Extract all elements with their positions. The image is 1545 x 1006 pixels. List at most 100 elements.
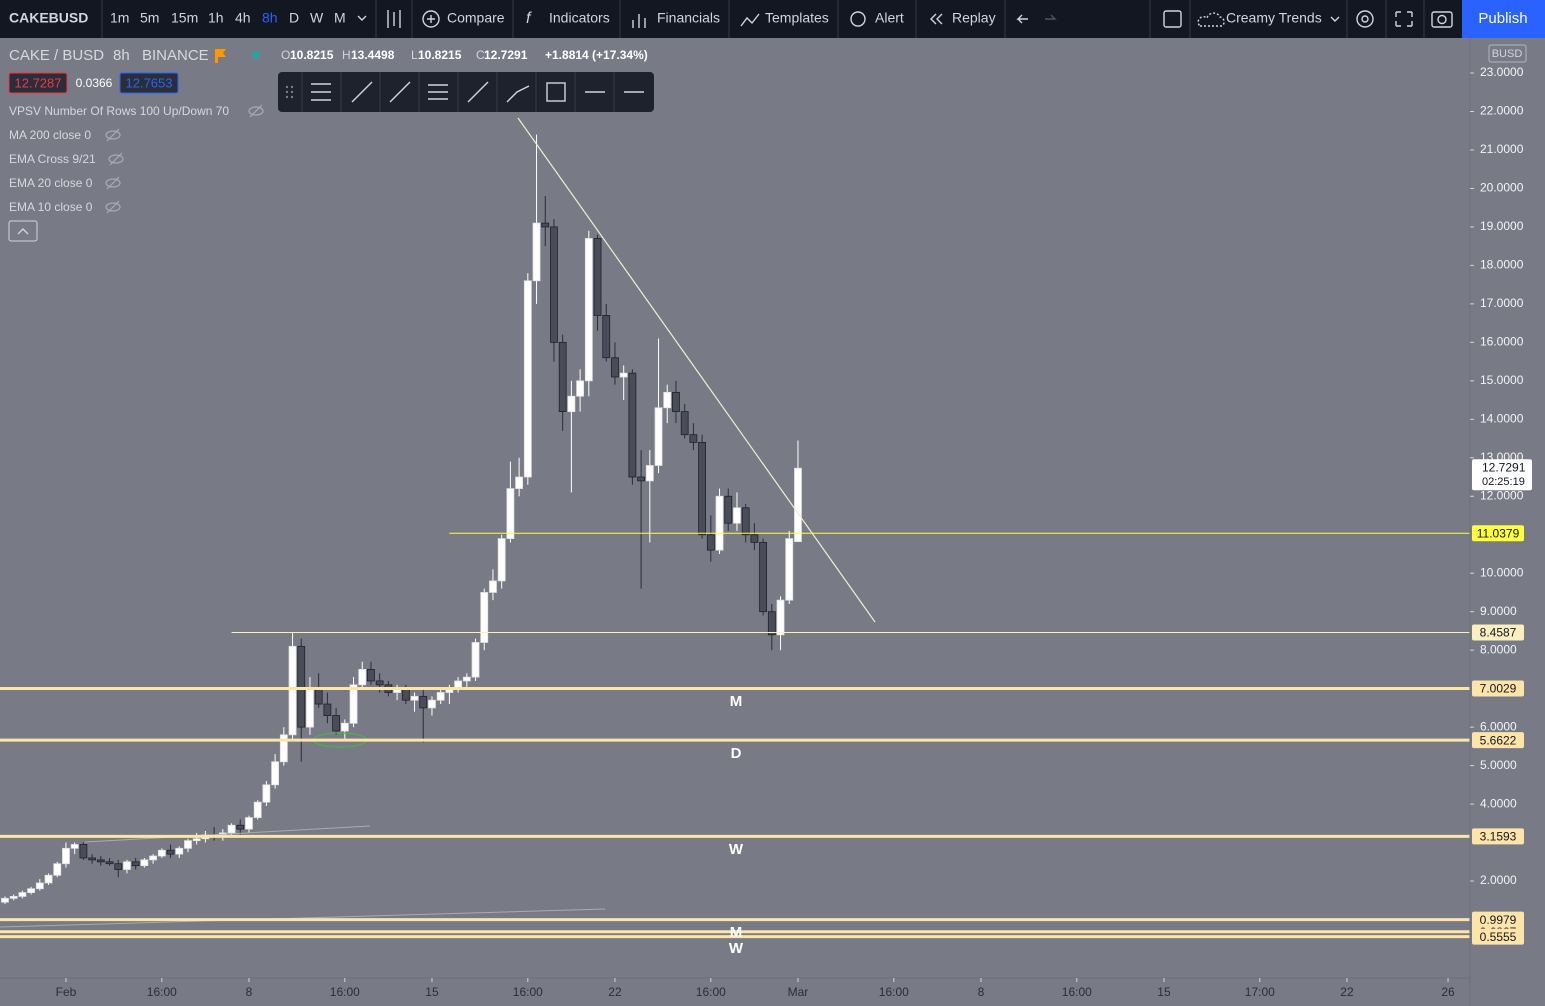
tool-icon[interactable] — [389, 81, 411, 103]
toolbar-button[interactable]: Alert — [875, 10, 904, 26]
settings[interactable] — [1356, 10, 1374, 28]
indicator[interactable]: MA 200 close 0 — [9, 128, 91, 142]
y-tick-label: 12.0000 — [1480, 488, 1524, 502]
candle-body — [175, 847, 184, 855]
financials-icon[interactable] — [632, 14, 646, 28]
collapse-button[interactable] — [8, 220, 38, 242]
collapse-icon — [17, 228, 29, 235]
x-tick-label: 16:00 — [879, 985, 909, 999]
interval-dropdown[interactable] — [357, 15, 367, 21]
y-tick-label: 20.0000 — [1480, 181, 1524, 195]
tool-icon[interactable] — [351, 81, 373, 103]
candle-body — [53, 863, 62, 876]
indicator[interactable]: EMA 10 close 0 — [9, 200, 93, 214]
candle-body — [410, 695, 419, 701]
interval[interactable]: 15m — [171, 10, 198, 26]
toolbar-bg — [0, 0, 1545, 38]
drawing-toolbar — [278, 72, 654, 112]
alert-icon[interactable] — [850, 11, 866, 27]
countdown: 02:25:19 — [1482, 476, 1525, 488]
redo[interactable] — [1045, 14, 1057, 20]
y-tick-label: 14.0000 — [1480, 411, 1524, 425]
trend-line[interactable] — [517, 117, 876, 623]
ask[interactable]: 12.7653 — [126, 75, 173, 90]
interval[interactable]: 1m — [110, 10, 129, 26]
candle-body — [645, 465, 654, 482]
interval[interactable]: 4h — [235, 10, 251, 26]
candle-body — [689, 434, 698, 443]
legend-symbol[interactable]: CAKE / BUSD — [9, 47, 104, 64]
candle-body — [663, 391, 672, 409]
candle-body — [149, 855, 158, 861]
layout-icon[interactable] — [1163, 10, 1182, 28]
publish-label[interactable]: Publish — [1478, 10, 1527, 27]
candle-body — [114, 863, 123, 870]
x-tick-label: 8 — [978, 985, 985, 999]
indicator[interactable]: EMA 20 close 0 — [9, 176, 93, 190]
candle-body — [523, 280, 532, 478]
ohlc-key: H — [342, 48, 351, 62]
publish-button[interactable] — [1462, 0, 1545, 38]
toolbar-button[interactable]: Compare — [447, 10, 505, 26]
toolbar-button[interactable]: Indicators — [549, 10, 610, 26]
layout-dropdown[interactable] — [1330, 16, 1340, 22]
candle-body — [332, 715, 341, 732]
candle-body — [541, 222, 550, 228]
fullscreen[interactable] — [1395, 11, 1413, 27]
x-tick-label: 16:00 — [1062, 985, 1092, 999]
y-tick-label: 16.0000 — [1480, 335, 1524, 349]
layout-name[interactable]: Creamy Trends — [1226, 10, 1322, 26]
level-label-bg — [1472, 525, 1524, 542]
tool-icon[interactable] — [506, 85, 530, 103]
toolbar-button[interactable]: Financials — [657, 10, 720, 26]
indicator[interactable]: VPSV Number Of Rows 100 Up/Down 70 — [9, 104, 229, 118]
tool-icon[interactable] — [428, 84, 448, 100]
hidden-icons[interactable] — [105, 104, 264, 214]
x-tick-label: 22 — [608, 985, 622, 999]
candle-body — [9, 896, 18, 899]
replay-icon[interactable] — [930, 13, 943, 25]
symbol-search[interactable]: CAKEBUSD — [9, 10, 88, 26]
x-tick-label: Mar — [788, 985, 809, 999]
candle-body — [44, 874, 53, 884]
indicator[interactable]: EMA Cross 9/21 — [9, 152, 96, 166]
candle-body — [462, 676, 471, 682]
last-price-bg — [1472, 459, 1532, 491]
candle-body — [497, 538, 506, 582]
undo[interactable] — [1016, 14, 1028, 24]
candle-body — [340, 722, 349, 732]
candle-body — [576, 380, 585, 397]
candle-body — [323, 703, 332, 716]
templates-icon[interactable] — [740, 13, 760, 27]
interval[interactable]: D — [289, 10, 299, 26]
x-tick-label: 17:00 — [1245, 985, 1275, 999]
tool-icon[interactable] — [467, 81, 489, 103]
trend-line[interactable] — [84, 825, 371, 843]
interval[interactable]: 1h — [208, 10, 224, 26]
candle-body — [401, 688, 410, 701]
trend-line[interactable] — [0, 908, 606, 928]
candle-body — [358, 669, 367, 686]
indicators-icon[interactable]: f — [526, 10, 532, 27]
interval[interactable]: 5m — [140, 10, 159, 26]
y-tick-label: 6.0000 — [1480, 719, 1517, 733]
snapshot[interactable] — [1431, 11, 1453, 28]
bid[interactable]: 12.7287 — [15, 75, 62, 90]
candle-body — [480, 592, 489, 643]
interval-active[interactable]: 8h — [262, 10, 278, 26]
tool-icon[interactable] — [546, 82, 566, 102]
chart-type-icon[interactable] — [387, 10, 401, 28]
candle-body — [637, 476, 646, 482]
tool-icon[interactable] — [311, 83, 331, 101]
legend-exchange: BINANCE — [142, 47, 209, 64]
ask-box[interactable] — [119, 72, 179, 94]
bid-box[interactable] — [8, 72, 68, 94]
candle-body — [593, 238, 602, 316]
compare-icon[interactable] — [422, 10, 440, 28]
toolbar-button[interactable]: Templates — [765, 10, 829, 26]
interval[interactable]: M — [334, 10, 346, 26]
interval[interactable]: W — [310, 10, 324, 26]
toolbar-button[interactable]: Replay — [952, 10, 996, 26]
flag-icon[interactable] — [215, 49, 226, 63]
candle-body — [123, 861, 131, 870]
